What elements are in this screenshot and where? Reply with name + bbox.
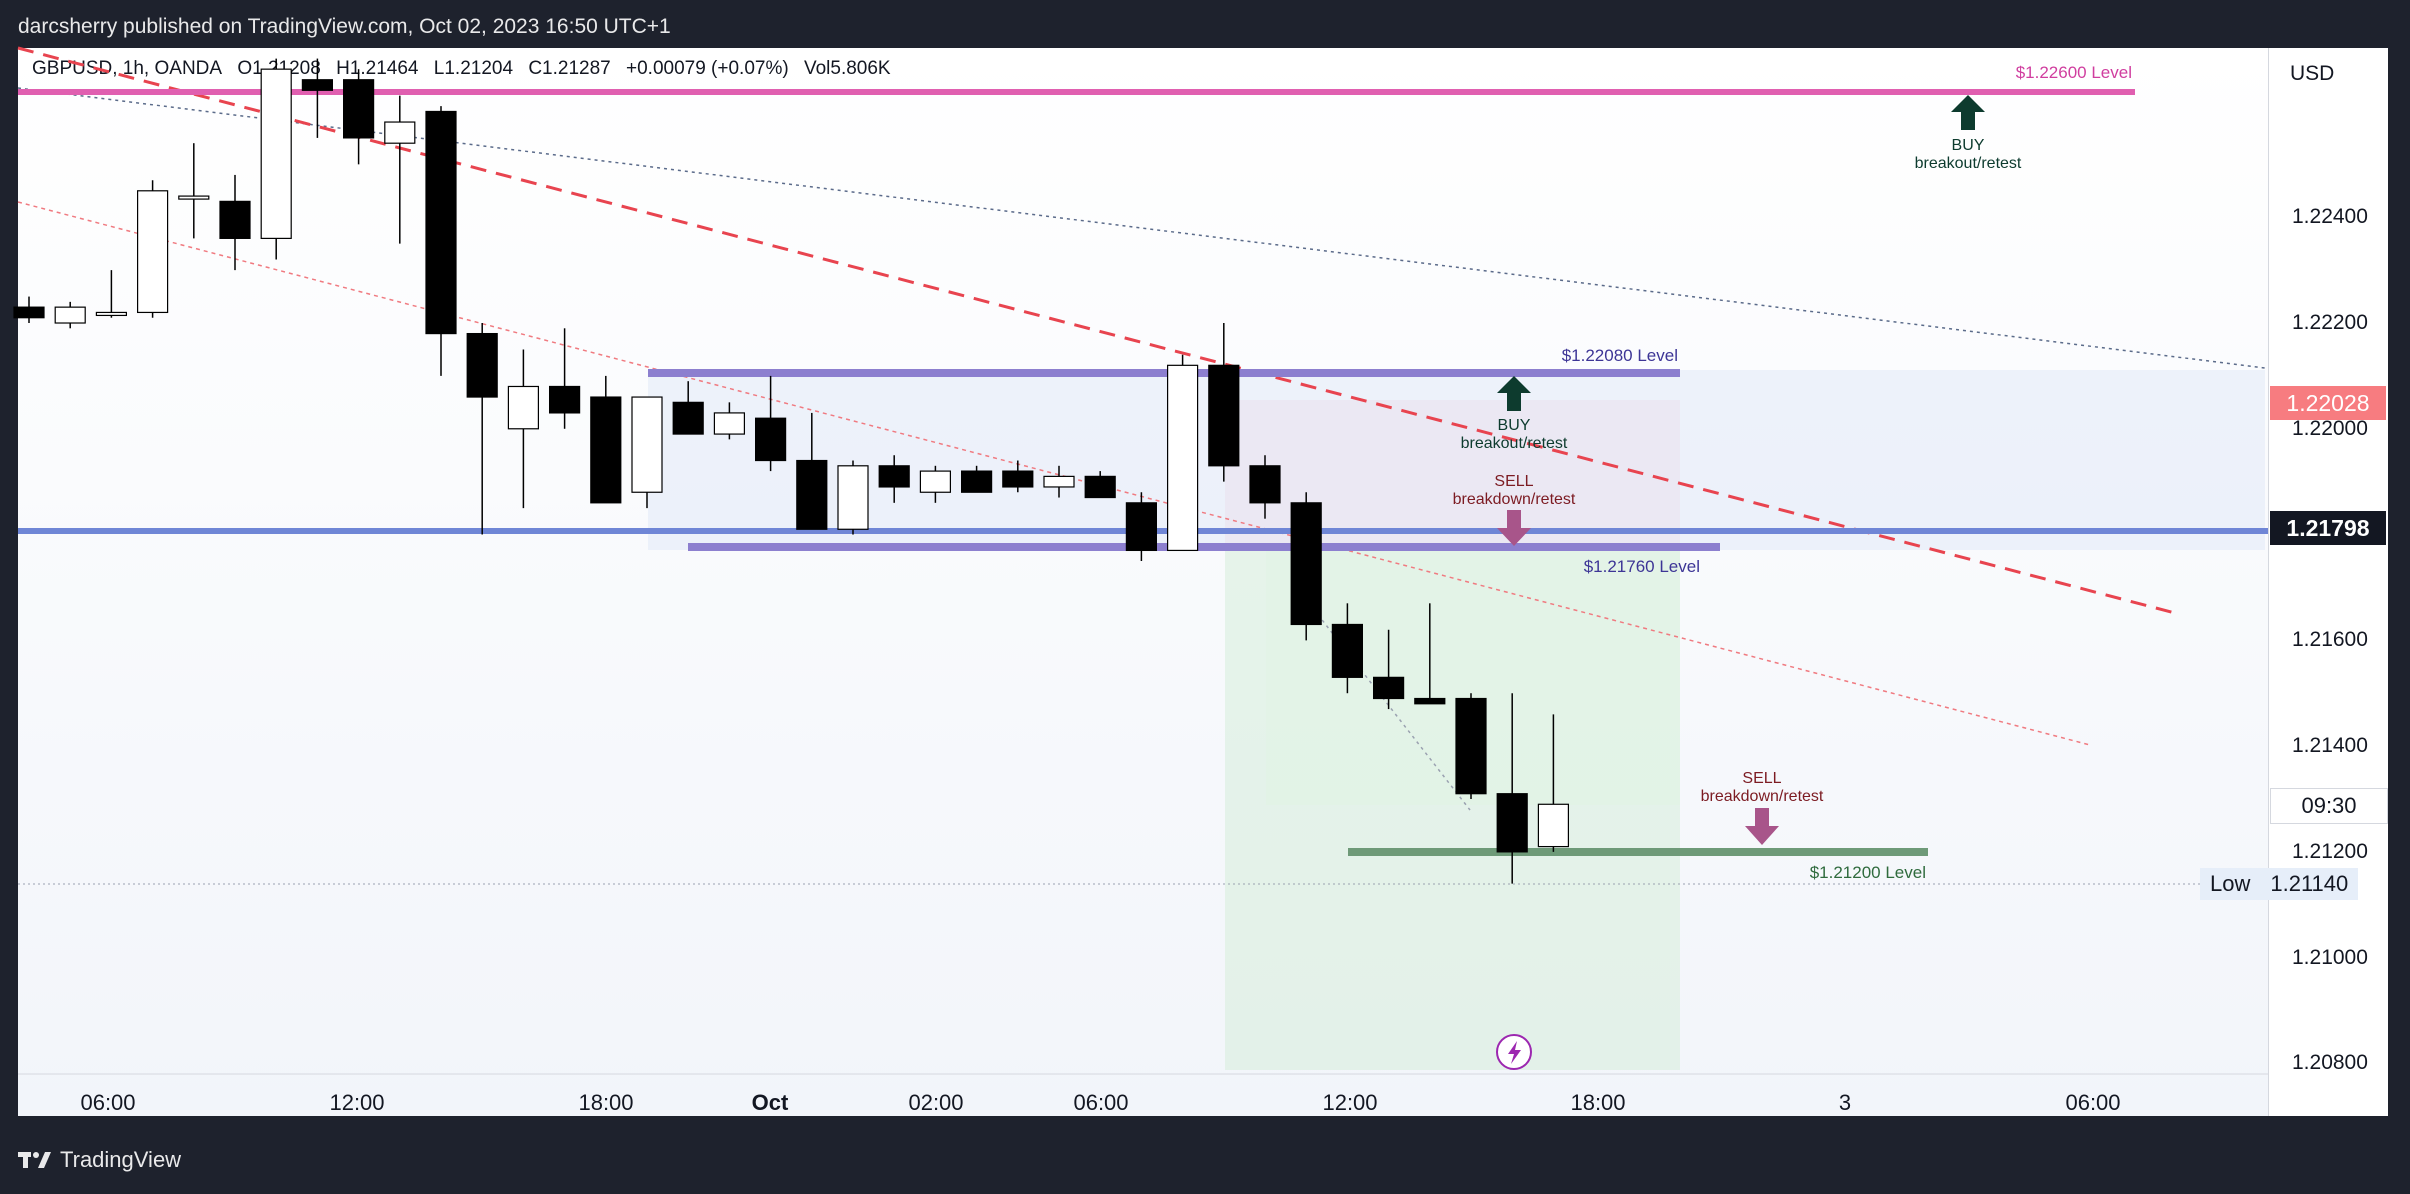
publisher-header: darcsherry published on TradingView.com,… bbox=[18, 15, 671, 38]
price-tick-label: 1.22400 bbox=[2292, 205, 2368, 229]
countdown-label: 09:30 bbox=[2270, 788, 2388, 824]
footer-brand[interactable]: TradingView bbox=[18, 1140, 181, 1180]
price-tick-label: 1.21400 bbox=[2292, 734, 2368, 758]
low-marker: Low 1.21140 bbox=[2200, 868, 2359, 900]
tradingview-logo-icon bbox=[18, 1152, 51, 1168]
price-tick-label: 1.21200 bbox=[2292, 839, 2368, 863]
price-tick-label: 1.22200 bbox=[2292, 311, 2368, 334]
low-label: Low bbox=[2210, 871, 2251, 896]
current-price-tag: 1.22028 bbox=[2270, 386, 2386, 420]
volume-label: Vol5.806K bbox=[803, 58, 891, 79]
price-tick-label: 1.21600 bbox=[2292, 628, 2368, 652]
price-tick-label: 1.20800 bbox=[2292, 1051, 2368, 1075]
right-edge-strip bbox=[2388, 48, 2410, 1116]
low-value: 1.21140 bbox=[2270, 871, 2349, 896]
ohlc-low: L1.21204 bbox=[433, 58, 514, 79]
price-axis[interactable] bbox=[2268, 48, 2389, 1116]
symbol-label[interactable]: GBPUSD, 1h, OANDA bbox=[32, 58, 223, 79]
ohlc-close: C1.21287 bbox=[528, 58, 611, 79]
currency-selector[interactable]: USD bbox=[2290, 62, 2335, 85]
chart-pane[interactable]: GBPUSD, 1h, OANDA O1.21208 H1.21464 L1.2… bbox=[18, 48, 2268, 1116]
ohlc-open: O1.21208 bbox=[237, 58, 321, 79]
ohlc-high: H1.21464 bbox=[336, 58, 419, 79]
footer-brand-label: TradingView bbox=[60, 1147, 182, 1172]
ohlc-change: +0.00079 (+0.07%) bbox=[626, 58, 789, 79]
crosshair-price-tag: 1.21798 bbox=[2270, 511, 2386, 545]
symbol-legend: GBPUSD, 1h, OANDA O1.21208 H1.21464 L1.2… bbox=[32, 58, 901, 80]
price-tick-label: 1.22000 bbox=[2292, 416, 2368, 440]
price-tick-label: 1.21000 bbox=[2292, 945, 2368, 969]
